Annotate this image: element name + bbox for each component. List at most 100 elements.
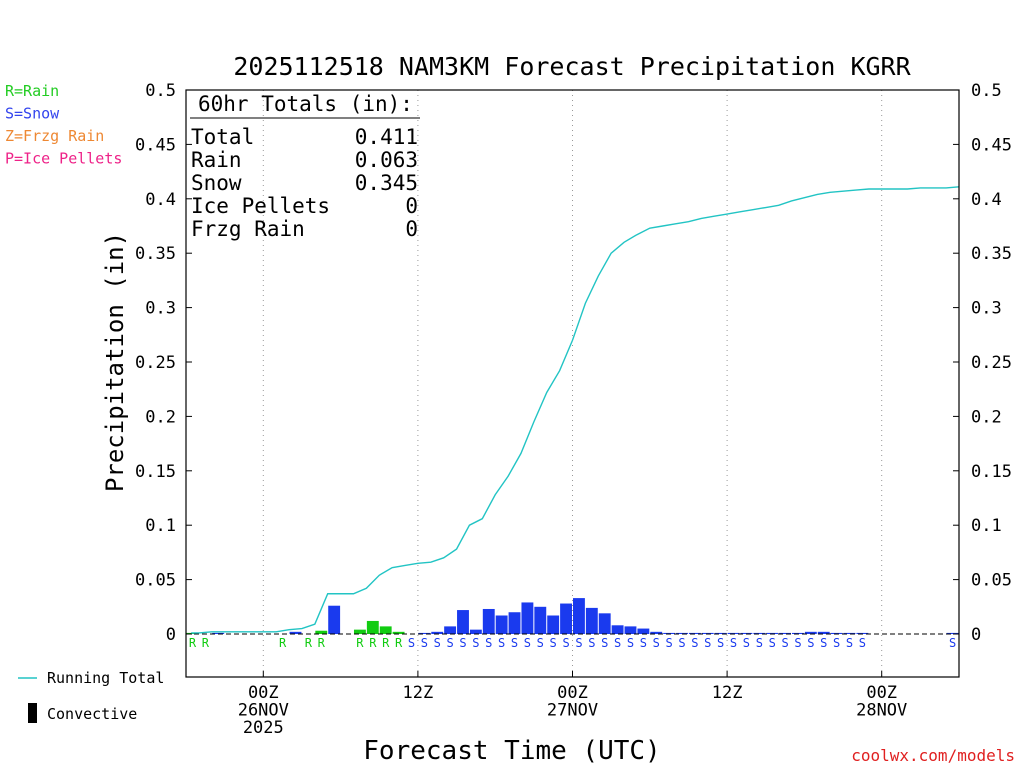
precip-bar xyxy=(624,626,637,634)
y-tick-label: 0.3 xyxy=(145,299,176,319)
y-tick-label-right: 0.45 xyxy=(971,135,1012,155)
snow-type-label: S xyxy=(498,636,505,650)
totals-row-label: Total xyxy=(191,125,254,149)
x-tick-label: 00Z xyxy=(866,683,897,703)
precip-bar xyxy=(804,631,817,634)
x-tick-label: 27NOV xyxy=(547,701,598,721)
precip-bar xyxy=(315,630,328,634)
snow-type-label: S xyxy=(421,636,428,650)
precip-bar xyxy=(727,632,740,634)
x-tick-label: 12Z xyxy=(403,683,434,703)
y-tick-label: 0.2 xyxy=(145,407,176,427)
precip-type-legend: R=Rain S=Snow Z=Frzg Rain P=Ice Pellets xyxy=(5,82,122,168)
snow-type-label: S xyxy=(575,636,582,650)
precip-bar xyxy=(611,625,624,634)
totals-row-value: 0 xyxy=(405,217,418,241)
y-tick-label-right: 0.4 xyxy=(971,190,1002,210)
precip-bar xyxy=(379,626,392,634)
precip-bar xyxy=(457,610,469,634)
snow-type-label: S xyxy=(434,636,441,650)
snow-type-label: S xyxy=(756,636,763,650)
y-tick-label-right: 0.35 xyxy=(971,244,1012,264)
precip-bar xyxy=(856,632,869,634)
rain-type-label: R xyxy=(318,636,326,650)
snow-type-label: S xyxy=(807,636,814,650)
y-tick-label: 0.35 xyxy=(135,244,176,264)
plot-frame xyxy=(185,89,960,678)
snow-type-label: S xyxy=(678,636,685,650)
legend-entry: R=Rain xyxy=(5,82,59,100)
rain-type-label: R xyxy=(202,636,210,650)
precip-bar xyxy=(676,632,688,634)
y-axis-label: Precipitation (in) xyxy=(101,232,129,492)
y-tick-label: 0.15 xyxy=(135,462,176,482)
totals-box: 60hr Totals (in): Total 0.411 Rain 0.063 Sno… xyxy=(190,92,420,241)
precip-bar xyxy=(560,603,572,634)
snow-type-label: S xyxy=(640,636,647,650)
snow-type-label: S xyxy=(846,636,853,650)
bottom-legend: Running Total Convective xyxy=(18,669,164,723)
precip-bar xyxy=(353,629,366,634)
snow-type-label: S xyxy=(537,636,544,650)
legend-entry: P=Ice Pellets xyxy=(5,150,122,168)
snow-type-label: S xyxy=(730,636,737,650)
snow-type-label: S xyxy=(949,636,956,650)
snow-type-label: S xyxy=(614,636,621,650)
running-total-legend-label: Running Total xyxy=(47,669,164,687)
snow-type-label: S xyxy=(769,636,776,650)
snow-type-label: S xyxy=(524,636,531,650)
precip-bar xyxy=(444,626,457,634)
x-tick-label: 00Z xyxy=(248,683,279,703)
precip-bar xyxy=(688,632,701,634)
snow-type-label: S xyxy=(704,636,711,650)
snow-type-label: S xyxy=(485,636,492,650)
precip-bar xyxy=(534,606,547,634)
snow-type-label: S xyxy=(820,636,827,650)
snow-type-label: S xyxy=(562,636,569,650)
precip-bar xyxy=(289,631,302,634)
snow-type-label: S xyxy=(717,636,724,650)
y-tick-label-right: 0.15 xyxy=(971,462,1012,482)
convective-legend-label: Convective xyxy=(47,705,137,723)
precip-bar xyxy=(637,628,650,634)
precip-bar xyxy=(469,629,482,634)
precip-bar xyxy=(418,632,431,634)
precip-bar xyxy=(431,631,444,634)
precip-bar xyxy=(766,632,779,634)
precip-bar xyxy=(495,615,508,634)
snow-type-label: S xyxy=(833,636,840,650)
precip-bar xyxy=(521,602,534,634)
precip-bar xyxy=(792,632,804,634)
precip-bar xyxy=(573,598,585,634)
y-tick-label: 0.4 xyxy=(145,190,176,210)
rain-type-label: R xyxy=(369,636,377,650)
snow-type-label: S xyxy=(743,636,750,650)
y-tick-label-right: 0.1 xyxy=(971,516,1002,536)
y-tick-label-right: 0.2 xyxy=(971,407,1002,427)
rain-type-label: R xyxy=(395,636,403,650)
footer-credit: coolwx.com/models xyxy=(851,746,1015,765)
chart-title: 2025112518 NAM3KM Forecast Precipitation… xyxy=(233,52,911,81)
snow-type-label: S xyxy=(408,636,415,650)
x-tick-label: 00Z xyxy=(557,683,588,703)
totals-row-label: Rain xyxy=(191,148,242,172)
precip-bar xyxy=(946,632,959,634)
rain-type-label: R xyxy=(382,636,390,650)
rain-type-label: R xyxy=(356,636,364,650)
precip-bar xyxy=(650,631,663,634)
y-tick-label: 0.25 xyxy=(135,353,176,373)
snow-type-label: S xyxy=(511,636,518,650)
snow-type-label: S xyxy=(781,636,788,650)
totals-header: 60hr Totals (in): xyxy=(198,92,413,116)
precip-bar xyxy=(328,605,341,634)
snow-type-label: S xyxy=(627,636,634,650)
precip-bar xyxy=(830,632,843,634)
totals-row-value: 0 xyxy=(405,194,418,218)
totals-row-value: 0.411 xyxy=(355,125,418,149)
precip-bar xyxy=(482,608,495,634)
snow-type-label: S xyxy=(691,636,698,650)
snow-type-label: S xyxy=(794,636,801,650)
precip-bar xyxy=(547,615,560,634)
precip-bar xyxy=(817,631,830,634)
